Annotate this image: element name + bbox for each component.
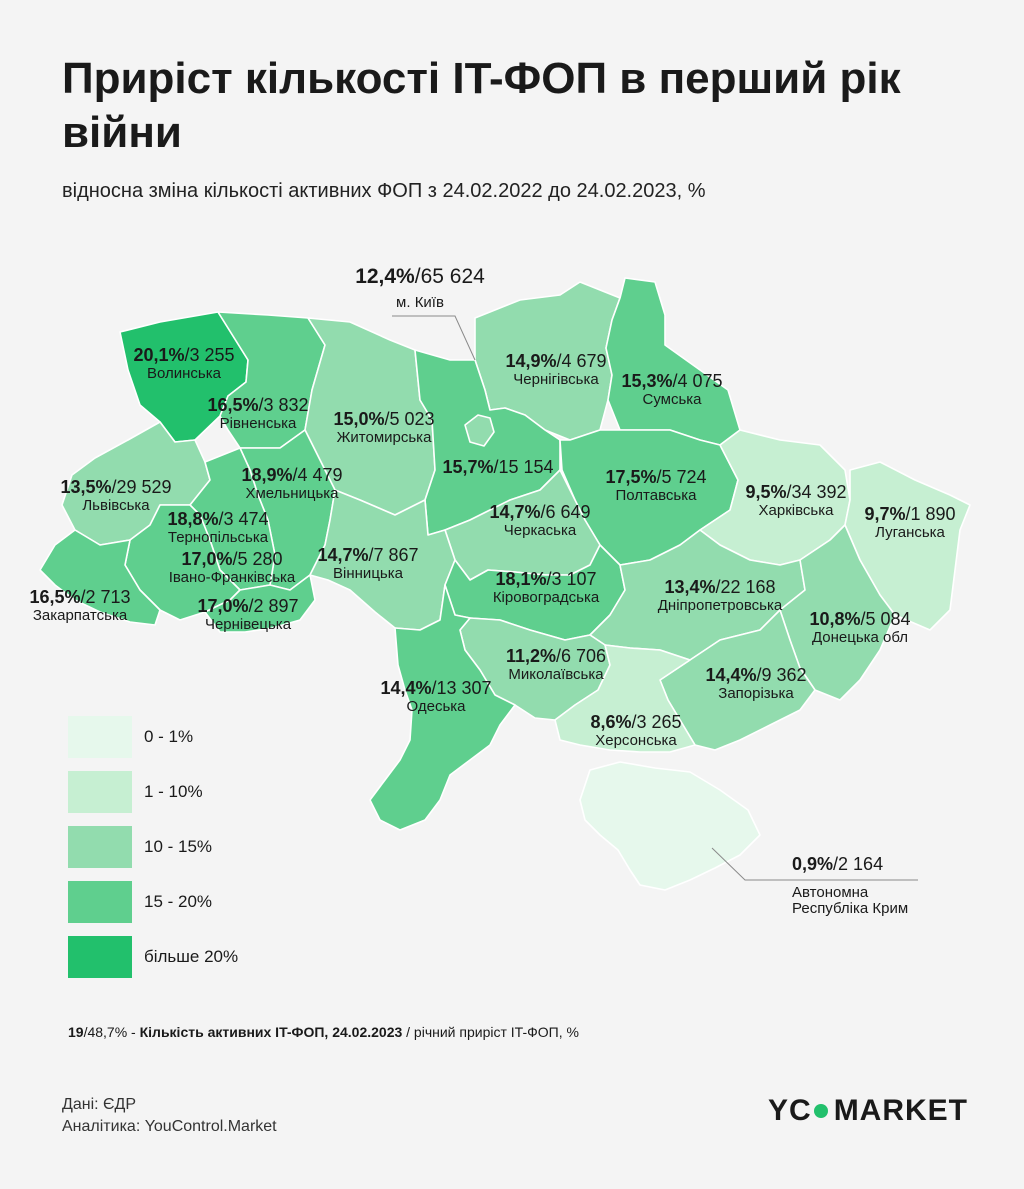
label-kyiv-city-name: м. Київ	[396, 294, 444, 311]
label-crimea: 0,9%/2 164 Автономна Республіка Крим	[792, 854, 909, 918]
label-kyiv-obl: 15,7%/15 154	[442, 457, 554, 477]
source-data: Дані: ЄДР	[62, 1096, 137, 1113]
legend-item: більше 20%	[68, 936, 238, 978]
kyiv-leader-line	[392, 315, 476, 361]
label-zhytomyr: 15,0%/5 023 Житомирська	[333, 409, 435, 446]
legend-label: 15 - 20%	[144, 892, 213, 911]
crimea-leader-line	[711, 847, 918, 881]
region-odesa[interactable]	[369, 584, 516, 831]
label-kharkiv: 9,5%/34 392 Харківська	[745, 482, 847, 519]
brand-logo: YC MARKET	[768, 1094, 969, 1127]
source-analytics: Аналітика: YouControl.Market	[62, 1118, 277, 1135]
legend: 0 - 1% 1 - 10% 10 - 15% 15 - 20% більше …	[68, 716, 238, 991]
label-luhansk: 9,7%/1 890 Луганська	[864, 504, 956, 541]
legend-label: більше 20%	[144, 947, 239, 966]
label-volyn: 20,1%/3 255 Волинська	[133, 345, 235, 382]
label-donetsk: 10,8%/5 084 Донецька обл	[809, 609, 911, 646]
legend-label: 1 - 10%	[144, 782, 203, 801]
source-note: Дані: ЄДР Аналітика: YouControl.Market	[62, 1094, 277, 1138]
label-kherson: 8,6%/3 265 Херсонська	[590, 712, 682, 749]
legend-item: 10 - 15%	[68, 826, 238, 868]
label-zaporizhzhia: 14,4%/9 362 Запорізька	[705, 665, 807, 702]
label-sumy: 15,3%/4 075 Сумська	[621, 371, 723, 408]
label-ternopil: 18,8%/3 474 Тернопільська	[167, 509, 269, 546]
legend-item: 1 - 10%	[68, 771, 238, 813]
kyiv-city[interactable]	[464, 414, 495, 447]
label-kyiv-city: 12,4%/65 624	[355, 265, 485, 288]
brand-dot-icon	[813, 1104, 828, 1118]
label-lviv: 13,5%/29 529 Львівська	[60, 477, 172, 514]
region-zakarpattia[interactable]	[39, 529, 161, 626]
footnote: 19/48,7% - Кількість активних IT-ФОП, 24…	[68, 1024, 579, 1040]
label-kirovohrad: 18,1%/3 107 Кіровоградська	[492, 569, 600, 606]
label-chernivtsi: 17,0%/2 897 Чернівецька	[197, 596, 299, 633]
region-sumy[interactable]	[605, 277, 741, 446]
region-crimea[interactable]	[579, 761, 761, 891]
label-khmelnytskyi: 18,9%/4 479 Хмельницька	[241, 465, 343, 502]
label-odesa: 14,4%/13 307 Одеська	[380, 678, 492, 715]
legend-label: 0 - 1%	[144, 727, 194, 746]
label-rivne: 16,5%/3 832 Рівненська	[207, 395, 309, 432]
legend-item: 0 - 1%	[68, 716, 238, 758]
legend-swatch	[68, 716, 132, 758]
legend-swatch	[68, 771, 132, 813]
label-chernihiv: 14,9%/4 679 Чернігівська	[505, 351, 607, 388]
label-mykolaiv: 11,2%/6 706 Миколаївська	[505, 646, 607, 683]
label-vinnytsia: 14,7%/7 867 Вінницька	[317, 545, 419, 582]
page-subtitle: відносна зміна кількості активних ФОП з …	[62, 180, 706, 202]
region-kherson[interactable]	[554, 644, 696, 753]
legend-swatch	[68, 826, 132, 868]
label-ivano-frankivsk: 17,0%/5 280 Івано-Франківська	[168, 549, 296, 586]
legend-item: 15 - 20%	[68, 881, 238, 923]
legend-label: 10 - 15%	[144, 837, 213, 856]
legend-swatch	[68, 936, 132, 978]
label-poltava: 17,5%/5 724 Полтавська	[605, 467, 707, 504]
legend-swatch	[68, 881, 132, 923]
label-cherkasy: 14,7%/6 649 Черкаська	[489, 502, 591, 539]
label-dnipro: 13,4%/22 168 Дніпропетровська	[657, 577, 783, 614]
region-chernivtsi[interactable]	[204, 574, 316, 633]
label-zakarpattia: 16,5%/2 713 Закарпатська	[29, 587, 131, 624]
page-title: Приріст кількості IT-ФОП в перший рік ві…	[62, 54, 901, 157]
